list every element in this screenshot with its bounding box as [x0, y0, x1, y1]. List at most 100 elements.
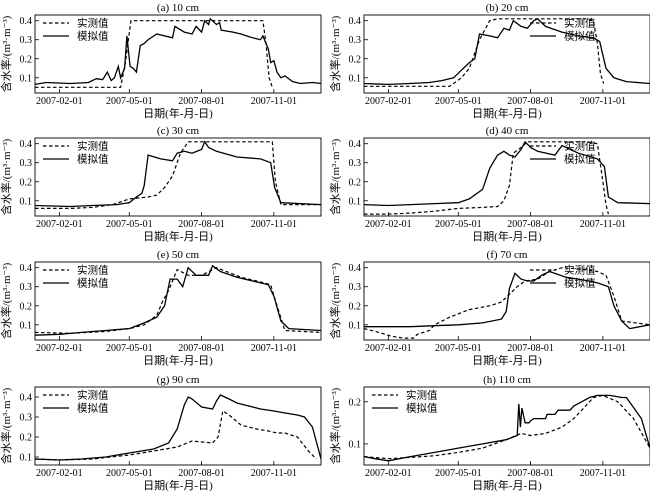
x-tick-label: 2007-11-01 — [251, 468, 297, 479]
plot-frame — [34, 261, 322, 341]
chart-p70: (f) 70 cm 0.1 0.2 0.3 0.4 2007-02-01 2007-05-0… — [328, 249, 650, 367]
legend-label: 实测值 — [564, 17, 596, 30]
x-tick-label: 2007-08-01 — [178, 96, 225, 107]
x-tick-label: 2007-05-01 — [435, 468, 482, 479]
y-tick-label: 0.1 — [20, 453, 33, 464]
chart-title: (c) 30 cm — [157, 125, 200, 137]
y-axis-label: 含水率/(m³·m⁻³) — [0, 262, 13, 339]
legend-label: 实测值 — [564, 140, 596, 153]
x-tick-label: 2007-11-01 — [580, 219, 626, 230]
x-axis-label: 日期(年-月-日) — [143, 106, 213, 120]
legend-label: 模拟值 — [77, 402, 109, 415]
legend-label: 实测值 — [406, 389, 438, 402]
x-tick-label: 2007-08-01 — [507, 343, 554, 354]
y-axis-label: 含水率/(m³·m⁻³) — [328, 387, 342, 464]
legend-label: 实测值 — [564, 264, 596, 277]
x-tick-label: 2007-02-01 — [36, 468, 83, 479]
y-axis-label: 含水率/(m³·m⁻³) — [0, 15, 13, 92]
simulated-series-line — [364, 18, 650, 86]
y-tick-label: 0.2 — [349, 177, 362, 188]
legend-label: 模拟值 — [77, 30, 109, 43]
y-tick-label: 0.1 — [20, 73, 33, 84]
chart-p40: (d) 40 cm 0.1 0.2 0.3 0.4 2007-02-01 2007-05-0… — [328, 125, 650, 243]
legend-label: 模拟值 — [564, 277, 596, 290]
y-tick-label: 0.4 — [20, 393, 33, 404]
plot-frame — [34, 14, 322, 94]
x-tick-label: 2007-05-01 — [435, 96, 482, 107]
y-axis-label: 含水率/(m³·m⁻³) — [328, 262, 342, 339]
x-tick-label: 2007-02-01 — [36, 343, 83, 354]
y-tick-label: 0.2 — [20, 177, 33, 188]
y-tick-label: 0.1 — [349, 196, 362, 207]
y-tick-label: 0.2 — [349, 301, 362, 312]
x-axis-label: 日期(年-月-日) — [472, 106, 542, 120]
legend-label: 实测值 — [77, 17, 109, 30]
x-tick-label: 2007-02-01 — [36, 96, 83, 107]
y-axis-label: 含水率/(m³·m⁻³) — [0, 387, 13, 464]
chart-p10: (a) 10 cm 0.1 0.2 0.3 0.4 2007-02-01 2007-05-0… — [0, 2, 322, 120]
x-tick-label: 2007-02-01 — [365, 343, 412, 354]
y-axis-label: 含水率/(m³·m⁻³) — [0, 138, 13, 215]
chart-p20: (b) 20 cm 0.1 0.2 0.3 0.4 2007-02-01 2007-05-0… — [328, 2, 650, 120]
legend-label: 模拟值 — [564, 30, 596, 43]
x-axis-label: 日期(年-月-日) — [143, 229, 213, 243]
x-tick-label: 2007-11-01 — [251, 343, 297, 354]
y-tick-label: 0.4 — [20, 16, 33, 27]
y-tick-label: 0.2 — [20, 433, 33, 444]
y-tick-label: 0.2 — [20, 301, 33, 312]
x-tick-label: 2007-11-01 — [580, 343, 626, 354]
y-tick-label: 0.4 — [349, 139, 362, 150]
chart-title: (b) 20 cm — [486, 2, 529, 14]
legend-label: 模拟值 — [77, 277, 109, 290]
y-tick-label: 0.2 — [349, 54, 362, 65]
y-tick-label: 0.2 — [349, 397, 362, 408]
y-tick-label: 0.1 — [20, 196, 33, 207]
chart-title: (g) 90 cm — [157, 374, 200, 386]
y-tick-label: 0.3 — [20, 35, 33, 46]
simulated-series-line — [364, 140, 650, 207]
simulated-series-line — [364, 270, 650, 330]
x-tick-label: 2007-11-01 — [251, 96, 297, 107]
simulated-series-line — [35, 264, 321, 336]
legend-label: 实测值 — [77, 140, 109, 153]
plot-frame — [363, 137, 650, 217]
legend-label: 模拟值 — [564, 153, 596, 166]
x-tick-label: 2007-02-01 — [365, 468, 412, 479]
y-tick-label: 0.2 — [20, 54, 33, 65]
plot-frame — [34, 386, 322, 466]
chart-p30: (c) 30 cm 0.1 0.2 0.3 0.4 2007-02-01 2007-05-0… — [0, 125, 322, 243]
legend-label: 实测值 — [77, 389, 109, 402]
x-tick-label: 2007-08-01 — [507, 468, 554, 479]
y-tick-label: 0.3 — [20, 282, 33, 293]
chart-title: (d) 40 cm — [486, 125, 529, 137]
y-tick-label: 0.3 — [20, 158, 33, 169]
y-tick-label: 0.4 — [20, 139, 33, 150]
y-tick-label: 0.4 — [349, 16, 362, 27]
observed-series-line — [364, 267, 650, 339]
y-tick-label: 0.3 — [349, 282, 362, 293]
chart-p110: (h) 110 cm 0.1 0.2 2007-02-01 2007-05-01 2007… — [328, 374, 650, 492]
x-tick-label: 2007-08-01 — [178, 343, 225, 354]
x-axis-label: 日期(年-月-日) — [472, 478, 542, 492]
y-tick-label: 0.3 — [349, 158, 362, 169]
chart-title: (a) 10 cm — [157, 2, 200, 14]
legend-label: 实测值 — [77, 264, 109, 277]
x-tick-label: 2007-08-01 — [507, 96, 554, 107]
x-tick-label: 2007-05-01 — [106, 343, 153, 354]
simulated-series-line — [35, 17, 321, 86]
chart-title: (e) 50 cm — [157, 249, 200, 261]
x-tick-label: 2007-11-01 — [580, 468, 626, 479]
chart-p90: (g) 90 cm 0.1 0.2 0.3 0.4 2007-02-01 2007-05-0… — [0, 374, 322, 492]
x-tick-label: 2007-11-01 — [580, 96, 626, 107]
simulated-series-line — [364, 394, 650, 462]
simulated-series-line — [35, 394, 321, 461]
y-tick-label: 0.1 — [349, 73, 362, 84]
chart-title: (f) 70 cm — [487, 249, 528, 261]
y-tick-label: 0.4 — [20, 263, 33, 274]
x-axis-label: 日期(年-月-日) — [143, 353, 213, 367]
y-axis-label: 含水率/(m³·m⁻³) — [328, 15, 342, 92]
y-axis-label: 含水率/(m³·m⁻³) — [328, 138, 342, 215]
observed-series-line — [35, 20, 273, 88]
x-tick-label: 2007-05-01 — [435, 219, 482, 230]
